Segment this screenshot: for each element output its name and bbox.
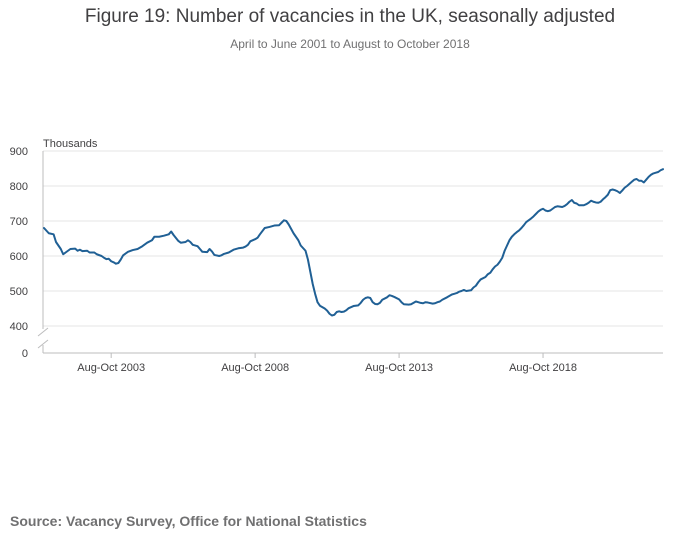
x-tick-label-2: Aug-Oct 2013 [365, 362, 433, 374]
x-tick-label-1: Aug-Oct 2008 [221, 362, 289, 374]
y-tick-label-500: 500 [10, 286, 28, 298]
axis-break-mark-2 [37, 339, 49, 349]
axis-break-mark-1 [37, 327, 49, 337]
y-tick-label-700: 700 [10, 216, 28, 228]
x-tick-label-0: Aug-Oct 2003 [77, 362, 145, 374]
y-tick-label-zero: 0 [22, 348, 28, 360]
y-tick-label-900: 900 [10, 146, 28, 158]
source-note: Source: Vacancy Survey, Office for Natio… [10, 513, 367, 529]
gridlines [37, 150, 663, 354]
chart-title: Figure 19: Number of vacancies in the UK… [84, 6, 616, 27]
y-axis-label: Thousands [43, 138, 98, 150]
x-axis: Aug-Oct 2003 Aug-Oct 2008 Aug-Oct 2013 Aug-… [77, 353, 577, 374]
series-line-vacancies [43, 168, 664, 317]
y-tick-label-400: 400 [10, 321, 28, 333]
chart-subtitle: April to June 2001 to August to October … [230, 37, 470, 51]
series-group [43, 168, 664, 317]
y-tick-label-800: 800 [10, 181, 28, 193]
x-tick-label-3: Aug-Oct 2018 [509, 362, 577, 374]
y-axis-ticks: 900 800 700 600 500 400 0 [10, 146, 28, 360]
y-tick-label-600: 600 [10, 251, 28, 263]
